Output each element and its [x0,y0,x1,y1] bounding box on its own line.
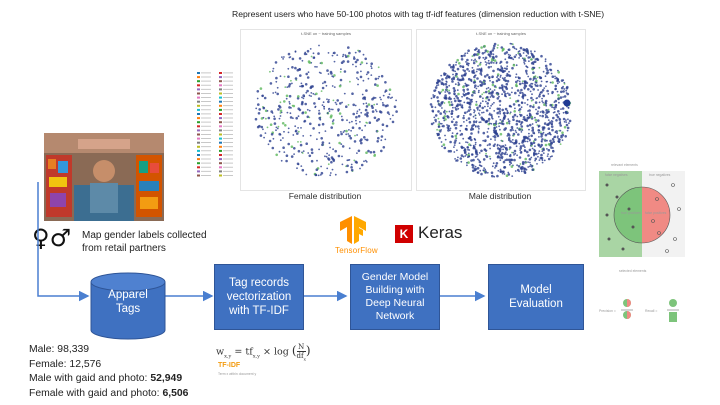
model-box: Gender Model Building with Deep Neural N… [350,264,440,330]
figure-title: Represent users who have 50-100 photos w… [232,9,605,19]
gender-text-line1: Map gender labels collected [82,230,207,241]
stat-male-photo: Male with gaid and photo: 52,949 [29,372,188,387]
apparel-line2: Tags [115,303,141,315]
gender-icons: ♀♂ [32,224,72,252]
vectorization-box: Tag records vectorization with TF-IDF [214,264,304,330]
model-line2: Building with [365,284,425,296]
pr-true-positives: true positives [621,211,641,215]
pr-selected: selected elements [619,269,647,273]
legend-swatches [197,72,233,177]
evaluation-box: Model Evaluation [488,264,584,330]
pr-false-positives: false positives [645,211,667,215]
gender-text-line2: from retail partners [82,243,166,254]
tensorflow-logo-icon [340,216,366,244]
stat-female-photo-value: 6,506 [162,387,189,399]
male-plot-title: t-SNE on ~ training samples [476,31,526,36]
pr-relevant: relevant elements [611,163,638,167]
apparel-line1: Apparel [108,289,148,301]
vector-line1: Tag records [228,277,290,289]
female-plot-title: t-SNE on ~ training samples [301,31,351,36]
tensorflow-label: TensorFlow [335,246,378,255]
female-plot: t-SNE on ~ training samples [240,29,412,191]
eval-line2: Evaluation [509,298,563,310]
stat-male: Male: 98,339 [29,344,90,355]
model-line3: Deep Neural [365,297,425,309]
female-legend [196,71,240,181]
pr-false-negatives: false negatives [605,173,628,177]
gender-text: Map gender labels collected from retail … [82,229,207,255]
stat-female-photo-label: Female with gaid and photo: [29,387,163,399]
male-plot: t-SNE on ~ training samples [416,29,586,191]
keras-logo-icon: K [395,225,413,243]
pr-precision: Precision = [599,309,616,313]
tfidf-label: TF-IDF [218,362,241,369]
pr-true-negatives: true negatives [649,173,671,177]
model-line1: Gender Model [361,271,429,283]
apparel-tags-db: Apparel Tags [90,272,166,340]
female-caption: Female distribution [288,191,362,201]
stats-block: Male: 98,339 Female: 12,576 Male with ga… [29,343,188,401]
vector-line2: vectorization [226,291,292,303]
model-line4: Network [375,310,415,322]
pr-recall: Recall = [645,309,658,313]
vector-line3: with TF-IDF [229,305,289,317]
stat-male-photo-label: Male with gaid and photo: [29,373,151,384]
precision-recall-diagram: relevant elements false negatives true n… [597,163,687,353]
eval-line1: Model [520,284,552,296]
keras-label: Keras [418,223,463,242]
stat-female: Female: 12,576 [29,358,102,370]
male-scatter [429,42,572,178]
female-scatter [254,44,398,177]
tfidf-sub: Term x within document y [218,372,257,376]
male-caption: Male distribution [468,191,532,201]
shop-photo [44,133,164,221]
stat-male-photo-value: 52,949 [150,373,183,384]
stat-female-photo: Female with gaid and photo: 6,506 [29,387,188,402]
